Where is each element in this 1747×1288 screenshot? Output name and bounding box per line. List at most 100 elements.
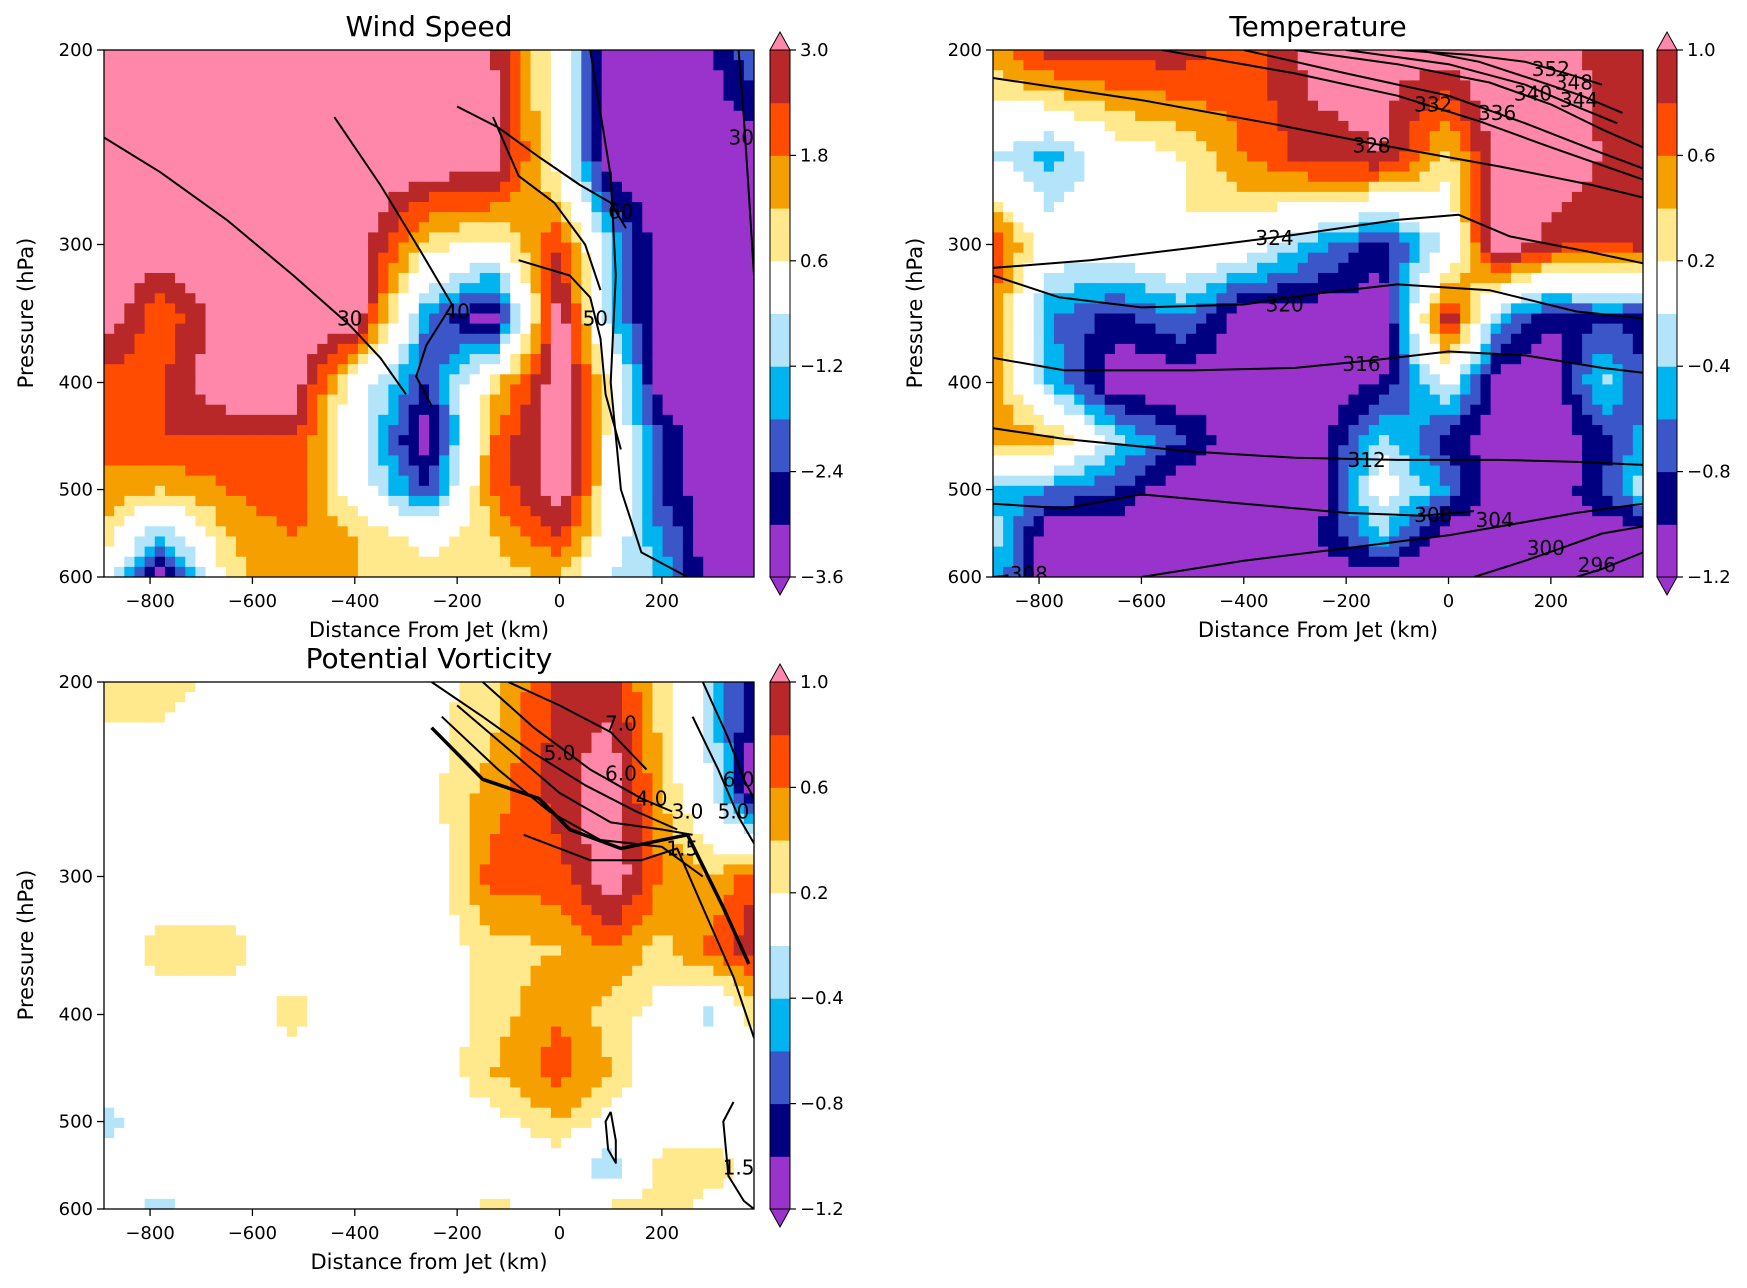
wind-field-cell (662, 394, 674, 406)
wind-field-cell (124, 435, 136, 446)
wind-field-cell (307, 293, 318, 304)
wind-field-cell (408, 131, 420, 142)
wind-field-cell (672, 303, 684, 315)
wind-field-cell (439, 303, 450, 315)
wind-field-cell (124, 384, 136, 396)
wind-field-cell (520, 181, 532, 193)
temp-field-cell (1094, 333, 1106, 345)
temp-field-cell (1114, 252, 1126, 264)
wind-field-cell (307, 445, 318, 456)
temp-field-cell (1277, 495, 1289, 507)
wind-field-cell (469, 283, 481, 294)
temp-field-cell (1165, 60, 1177, 71)
wind-colorbar-extend-min (769, 576, 791, 597)
temp-field-cell (1135, 566, 1146, 577)
wind-field-cell (682, 374, 694, 386)
temp-field-cell (1084, 272, 1096, 284)
wind-field-cell (611, 313, 623, 325)
wind-field-cell (459, 506, 471, 517)
wind-field-cell (408, 262, 420, 274)
temp-field-cell (1165, 90, 1177, 102)
temp-field-cell (1114, 384, 1126, 396)
wind-field-cell (368, 536, 379, 548)
wind-field-cell (408, 526, 420, 538)
wind-field-cell (733, 536, 745, 548)
wind-field-cell (459, 141, 471, 152)
wind-field-cell (266, 435, 278, 446)
wind-field-cell (175, 495, 186, 507)
wind-field-cell (672, 313, 684, 325)
wind-field-cell (195, 181, 207, 193)
wind-field-cell (327, 394, 339, 406)
wind-field-cell (459, 354, 471, 365)
wind-y-tick-label: 300 (59, 235, 93, 256)
wind-field-cell (429, 131, 440, 142)
temp-field-cell (1145, 333, 1157, 345)
temp-field-cell (1043, 506, 1055, 517)
wind-field-cell (246, 323, 257, 335)
wind-field-cell (246, 566, 257, 577)
wind-field-cell (256, 283, 268, 294)
wind-field-cell (500, 151, 511, 163)
wind-field-cell (337, 120, 349, 132)
wind-field-cell (439, 333, 450, 345)
wind-field-cell (195, 303, 207, 315)
temp-field-cell (1094, 506, 1106, 517)
temp-field-cell (1287, 475, 1299, 487)
wind-field-cell (540, 556, 552, 568)
wind-field-cell (652, 465, 664, 477)
wind-field-cell (581, 313, 593, 325)
wind-field-cell (550, 506, 562, 517)
wind-field-cell (144, 445, 156, 456)
wind-field-cell (225, 151, 237, 163)
wind-field-cell (429, 323, 440, 335)
wind-field-cell (520, 293, 532, 304)
wind-field-cell (530, 343, 542, 355)
wind-field-cell (611, 404, 623, 416)
wind-field-cell (672, 110, 684, 122)
wind-field-cell (652, 131, 664, 142)
temp-field-cell (1084, 110, 1096, 122)
wind-field-cell (540, 465, 552, 477)
wind-field-cell (388, 475, 400, 487)
wind-field-cell (571, 232, 582, 244)
temp-field-cell (1155, 495, 1167, 507)
wind-field-cell (469, 293, 481, 304)
temp-field-cell (1216, 252, 1228, 264)
wind-field-cell (317, 293, 329, 304)
wind-field-cell (154, 90, 166, 102)
wind-field-cell (601, 323, 613, 335)
temp-field-cell (1084, 516, 1096, 527)
wind-field-cell (621, 354, 633, 365)
wind-field-cell (114, 323, 125, 335)
wind-field-cell (703, 141, 714, 152)
wind-field-cell (307, 506, 318, 517)
temp-field-cell (1145, 303, 1157, 315)
wind-field-cell (591, 323, 603, 335)
temp-field-cell (1084, 313, 1096, 325)
temp-field-cell (1185, 181, 1197, 193)
temp-field-cell (1013, 110, 1025, 122)
wind-field-cell (398, 80, 410, 92)
wind-field-cell (388, 536, 400, 548)
wind-field-cell (621, 475, 633, 487)
wind-field-cell (632, 161, 643, 173)
temp-field-cell (1043, 475, 1055, 487)
wind-field-cell (561, 354, 572, 365)
wind-field-cell (601, 60, 613, 71)
wind-field-cell (550, 272, 562, 284)
wind-field-cell (479, 232, 491, 244)
wind-field-cell (418, 303, 430, 315)
temp-field-cell (1125, 50, 1136, 61)
wind-field-cell (733, 506, 745, 517)
wind-field-cell (429, 293, 440, 304)
wind-field-cell (489, 323, 501, 335)
wind-field-cell (317, 202, 329, 213)
wind-field-cell (225, 536, 237, 548)
temp-field-cell (993, 495, 1004, 507)
wind-field-cell (104, 435, 115, 446)
wind-field-cell (337, 252, 349, 264)
temp-field-cell (1013, 100, 1025, 112)
wind-field-cell (104, 465, 115, 477)
wind-field-cell (672, 485, 684, 497)
